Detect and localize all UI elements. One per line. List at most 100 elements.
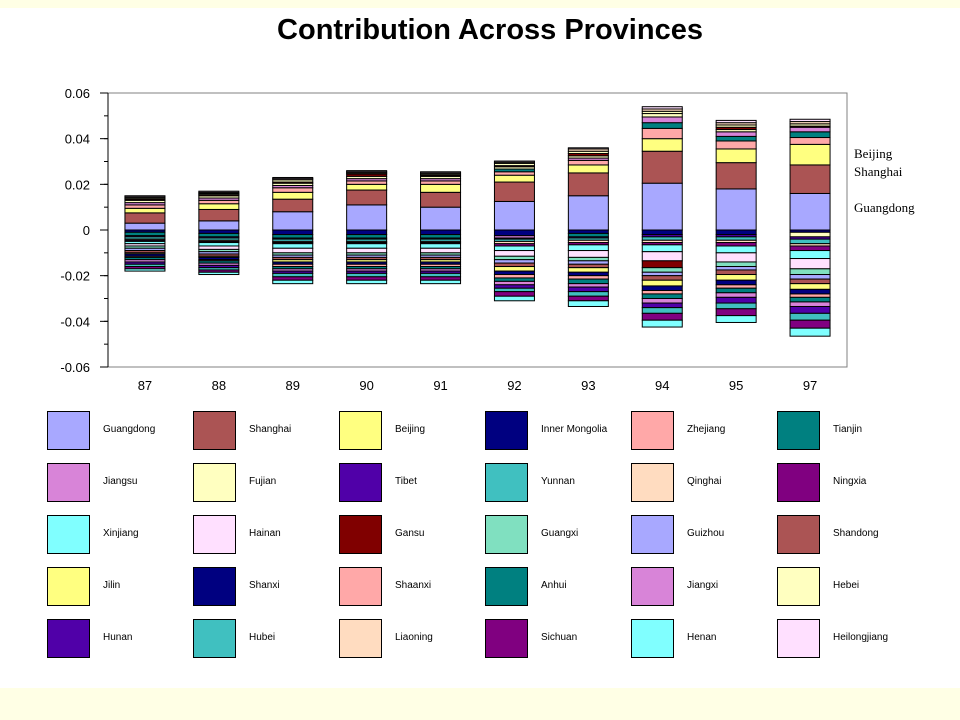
legend-swatch	[193, 411, 236, 450]
legend-swatch	[339, 619, 382, 658]
bar-segment-shanghai	[567, 172, 609, 197]
legend-label: Tibet	[395, 476, 417, 487]
bar-segment-hunan	[641, 302, 683, 309]
legend-swatch	[777, 567, 820, 606]
bar-segment-shanghai	[789, 164, 831, 194]
legend-swatch	[47, 463, 90, 502]
y-tick-label: 0.02	[65, 177, 90, 192]
legend-label: Shaanxi	[395, 580, 432, 591]
bar-segment-hubei	[493, 287, 535, 293]
chart-title: Contribution Across Provinces	[277, 14, 703, 46]
bar-segment-hunan	[567, 286, 609, 293]
bar-segment-jilin	[715, 274, 757, 281]
legend-label: Liaoning	[395, 632, 433, 643]
chart-canvas: -0.06 -0.04 -0.02 0 0.02 0.04 0.06 87 88 89 90 91 92…	[60, 86, 848, 393]
bar-segment-shanghai	[715, 162, 757, 190]
legend-item-shanxi: Shanxi	[193, 567, 333, 607]
bar-segment-jilin	[789, 283, 831, 290]
bar-segment-beijing	[567, 164, 609, 174]
legend-label: Henan	[687, 632, 717, 643]
bar-segment-shandong	[641, 275, 683, 281]
y-tick-label: -0.04	[60, 314, 90, 329]
bar-segment-shaanxi	[493, 274, 535, 279]
bar-segment-zhejiang	[124, 204, 166, 209]
legend-item-fujian: Fujian	[193, 463, 333, 503]
bar-segment-tianjin	[567, 232, 609, 238]
bar-segment-xinjiang	[198, 242, 240, 247]
bar-segment-guangxi	[567, 256, 609, 262]
legend-swatch	[631, 515, 674, 554]
legend-swatch	[339, 515, 382, 554]
legend-item-tianjin: Tianjin	[777, 411, 917, 451]
bar-segment-inner-mongolia	[346, 229, 388, 236]
legend-item-heilongjiang: Heilongjiang	[777, 619, 917, 659]
x-tick-label: 91	[433, 378, 447, 393]
bar-segment-sichuan	[493, 291, 535, 297]
bar-segment-henan	[641, 319, 683, 328]
legend-swatch	[485, 463, 528, 502]
bar-segment-hubei	[567, 291, 609, 297]
legend-swatch	[485, 619, 528, 658]
legend-item-anhui: Anhui	[485, 567, 625, 607]
legend-item-ningxia: Ningxia	[777, 463, 917, 503]
legend-label: Inner Mongolia	[541, 424, 608, 435]
bar-segment-heilongjiang	[272, 176, 314, 180]
legend-label: Sichuan	[541, 632, 578, 643]
bar-segment-beijing	[346, 183, 388, 191]
bar-segment-guangdong	[715, 188, 757, 231]
bar-segment-beijing	[789, 143, 831, 166]
legend-swatch	[485, 515, 528, 554]
legend-swatch	[485, 567, 528, 606]
legend-item-shanghai: Shanghai	[193, 411, 333, 451]
bar-segment-inner-mongolia	[420, 229, 462, 236]
legend-swatch	[777, 515, 820, 554]
legend-label: Guizhou	[687, 528, 725, 539]
legend-swatch	[339, 411, 382, 450]
bar-segment-sichuan	[641, 312, 683, 321]
legend-item-beijing: Beijing	[339, 411, 479, 451]
bar-segment-tianjin	[272, 234, 314, 239]
bar-segment-shandong	[567, 263, 609, 269]
bar-segment-shanghai	[346, 189, 388, 206]
x-tick-label: 89	[286, 378, 300, 393]
legend-swatch	[777, 411, 820, 450]
bar-segment-guangdong	[789, 192, 831, 231]
bar-segment-beijing	[493, 174, 535, 183]
bar-segment-fujian	[789, 231, 831, 238]
legend-label: Xinjiang	[103, 528, 139, 539]
bar-segment-guangdong	[420, 206, 462, 231]
bar-segment-heilongjiang	[715, 119, 757, 124]
legend-item-guizhou: Guizhou	[631, 515, 771, 555]
bar-segment-henan	[493, 295, 535, 302]
legend-swatch	[47, 619, 90, 658]
legend-item-liaoning: Liaoning	[339, 619, 479, 659]
bar-segment-henan	[124, 268, 166, 272]
bar-segment-sichuan	[346, 276, 388, 281]
legend-item-jiangxi: Jiangxi	[631, 567, 771, 607]
bar-segment-sichuan	[272, 276, 314, 281]
legend-item-shandong: Shandong	[777, 515, 917, 555]
bar-segment-guizhou	[493, 259, 535, 264]
bar-segment-zhejiang	[346, 180, 388, 185]
bar-segment-zhejiang	[198, 199, 240, 205]
bar-segment-anhui	[493, 277, 535, 282]
bar-segment-ningxia	[715, 242, 757, 247]
legend-item-hunan: Hunan	[47, 619, 187, 659]
bar-segment-anhui	[715, 287, 757, 294]
y-tick-label: -0.06	[60, 360, 90, 375]
legend-label: Hubei	[249, 632, 276, 643]
legend-item-guangdong: Guangdong	[47, 411, 187, 451]
bar-segment-hainan	[493, 250, 535, 257]
bar-segment-shaanxi	[641, 290, 683, 295]
bar-segment-heilongjiang	[567, 147, 609, 150]
bar-segment-henan	[567, 300, 609, 307]
legend-item-yunnan: Yunnan	[485, 463, 625, 503]
bar-segment-guizhou	[641, 271, 683, 277]
bar-segment-guangdong	[124, 222, 166, 231]
legend-item-hubei: Hubei	[193, 619, 333, 659]
bar-segment-heilongjiang	[198, 190, 240, 193]
bar-segment-yunnan	[715, 236, 757, 241]
legend-swatch	[339, 463, 382, 502]
bar-segment-anhui	[789, 296, 831, 303]
bar-segment-heilongjiang	[346, 170, 388, 173]
